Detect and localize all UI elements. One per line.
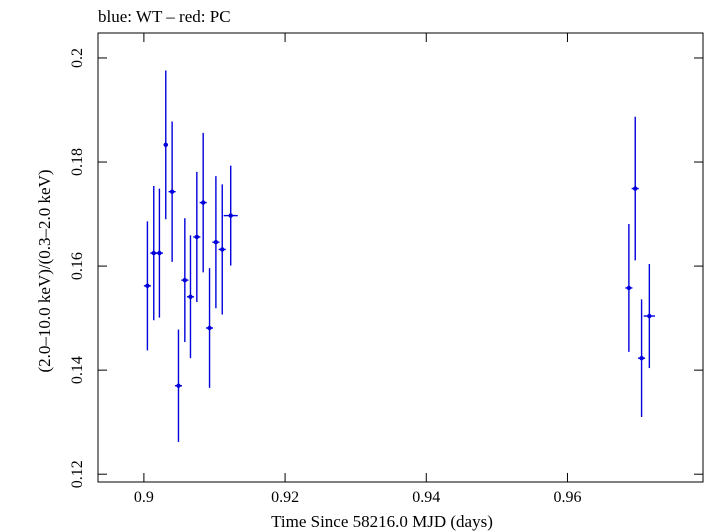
y-tick-label: 0.14 <box>69 356 86 384</box>
point-marker <box>626 285 632 291</box>
point-marker <box>213 239 219 245</box>
x-axis-label: Time Since 58216.0 MJD (days) <box>271 512 493 531</box>
point-marker <box>151 250 156 256</box>
data-point <box>155 188 163 318</box>
point-marker <box>220 247 225 252</box>
data-point <box>174 329 183 442</box>
data-point <box>643 264 655 369</box>
point-marker <box>182 277 188 283</box>
data-point <box>218 184 226 315</box>
data-point <box>143 221 151 351</box>
data-point <box>163 70 168 220</box>
point-marker <box>207 325 212 331</box>
data-point <box>212 176 220 309</box>
data-point <box>186 235 195 359</box>
chart-title: blue: WT – red: PC <box>98 7 231 26</box>
data-point <box>199 132 207 273</box>
point-marker <box>633 186 638 191</box>
point-marker <box>228 213 233 218</box>
data-point <box>638 299 646 417</box>
x-tick-label: 0.96 <box>553 489 581 506</box>
point-marker <box>176 383 181 388</box>
axis-ticks <box>98 33 703 482</box>
y-tick-label: 0.16 <box>69 252 86 280</box>
point-marker <box>145 283 150 289</box>
data-point <box>631 116 639 261</box>
point-marker <box>200 200 206 205</box>
data-point <box>206 268 214 388</box>
point-marker <box>188 294 193 299</box>
point-marker <box>163 142 168 148</box>
data-point <box>193 171 201 302</box>
data-point <box>181 218 189 343</box>
point-marker <box>194 234 200 240</box>
data-point <box>168 121 176 262</box>
axis-tick-labels: 0.9 0.92 0.94 0.96 0.12 0.14 0.16 0.18 0.2 <box>69 48 581 506</box>
data-point <box>625 223 633 352</box>
y-tick-label: 0.2 <box>69 48 86 68</box>
x-tick-label: 0.94 <box>412 489 440 506</box>
point-marker <box>157 250 162 256</box>
plot-frame <box>97 32 704 483</box>
y-axis-label: (2.0–10.0 keV)/(0.3–2.0 keV) <box>35 169 54 372</box>
x-tick-label: 0.9 <box>134 489 154 506</box>
x-tick-label: 0.92 <box>271 489 299 506</box>
data-point <box>223 165 238 266</box>
y-tick-label: 0.12 <box>69 460 86 488</box>
point-marker <box>647 313 652 319</box>
data-points <box>143 70 655 442</box>
point-marker <box>169 189 175 194</box>
point-marker <box>639 355 644 361</box>
y-tick-label: 0.18 <box>69 148 86 176</box>
